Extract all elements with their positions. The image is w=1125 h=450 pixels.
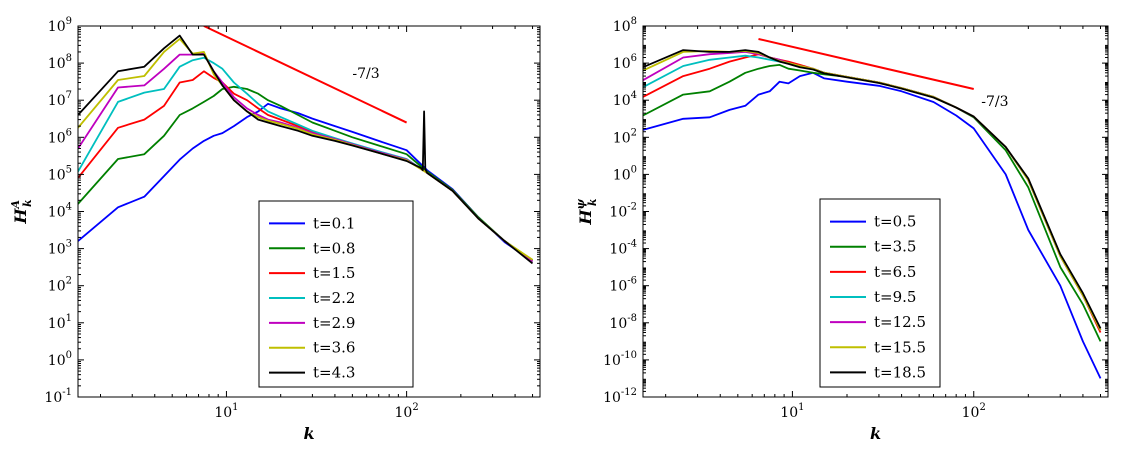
series-line-t=18.5: [643, 49, 1102, 329]
series-line-t=0.1: [78, 102, 534, 263]
y-tick-label: 108: [48, 53, 72, 72]
y-tick-label: 10-10: [603, 350, 637, 369]
legend-label-t=2.2: t=2.2: [313, 289, 355, 307]
y-tick-label: 107: [48, 90, 72, 109]
series-line-t=0.5: [643, 71, 1102, 379]
y-tick-label: 103: [48, 239, 72, 258]
y-axis-title: Hψk: [574, 198, 599, 225]
y-tick-label: 104: [48, 202, 72, 221]
y-tick-label: 102: [48, 276, 72, 295]
legend-label-t=3.6: t=3.6: [313, 339, 355, 357]
y-tick-label: 102: [613, 127, 637, 146]
tick-group: 10-12 10-10 10-8 10-6 10-4 10-2 100 102 104 106 10…: [603, 16, 1108, 421]
slope-annotation: -7/3: [352, 66, 379, 82]
y-tick-label: 101: [48, 313, 72, 332]
y-tick-label: 106: [613, 53, 637, 72]
legend-box: [819, 198, 941, 388]
y-tick-label: 105: [48, 164, 72, 183]
legend-label-t=0.8: t=0.8: [313, 239, 355, 257]
legend-label-t=12.5: t=12.5: [874, 313, 926, 331]
legend-box: [258, 200, 414, 388]
slope-reference-line: [758, 37, 974, 91]
x-tick-label: 102: [962, 402, 986, 421]
slope-annotation: -7/3: [981, 94, 1008, 110]
x-axis-title: k: [303, 424, 314, 443]
x-axis-title: k: [870, 424, 881, 443]
y-tick-label: 10-12: [603, 387, 637, 406]
slope-reference-line: [203, 26, 408, 124]
y-tick-label: 100: [613, 164, 637, 183]
x-tick-label: 101: [214, 402, 238, 421]
x-tick-label: 101: [780, 402, 804, 421]
x-tick-label: 102: [395, 402, 419, 421]
legend-label-t=15.5: t=15.5: [874, 338, 926, 356]
y-tick-label: 10-1: [44, 387, 72, 406]
legend-label-t=4.3: t=4.3: [313, 364, 355, 382]
tick-group: 10-1 100 101 102 103 104 105 106 107 108 109 101 102: [44, 16, 540, 421]
chart-panel-1: -7/310-110010110210310410510610710810910…: [9, 16, 541, 443]
legend-label-t=2.9: t=2.9: [313, 314, 355, 332]
y-tick-label: 10-4: [609, 239, 637, 258]
legend-label-t=0.1: t=0.1: [313, 214, 355, 232]
legend-label-t=18.5: t=18.5: [874, 363, 926, 381]
y-axis-title: HAk: [9, 199, 34, 225]
legend-label-t=0.5: t=0.5: [874, 213, 916, 231]
legend-label-t=3.5: t=3.5: [874, 238, 916, 256]
legend-label-t=9.5: t=9.5: [874, 288, 916, 306]
y-tick-label: 108: [613, 16, 637, 35]
y-tick-label: 10-6: [609, 276, 637, 295]
y-tick-label: 109: [48, 16, 72, 35]
y-tick-label: 106: [48, 127, 72, 146]
series-group: [643, 37, 1102, 379]
y-tick-label: 10-8: [609, 313, 637, 332]
legend: t=0.1 t=0.8 t=1.5 t=2.2 t=2.9 t=3.6 t=4.3: [258, 200, 414, 388]
legend-label-t=1.5: t=1.5: [313, 264, 355, 282]
series-line-t=4.3: [78, 34, 534, 265]
legend: t=0.5 t=3.5 t=6.5 t=9.5 t=12.5 t=15.5 t=18.5: [819, 198, 941, 388]
y-tick-label: 100: [48, 350, 72, 369]
series-group: [78, 26, 534, 265]
chart-panel-2: -7/310-1210-1010-810-610-410-21001021041…: [574, 16, 1109, 443]
legend-label-t=6.5: t=6.5: [874, 263, 916, 281]
y-tick-label: 104: [613, 90, 637, 109]
y-tick-label: 10-2: [609, 202, 637, 221]
